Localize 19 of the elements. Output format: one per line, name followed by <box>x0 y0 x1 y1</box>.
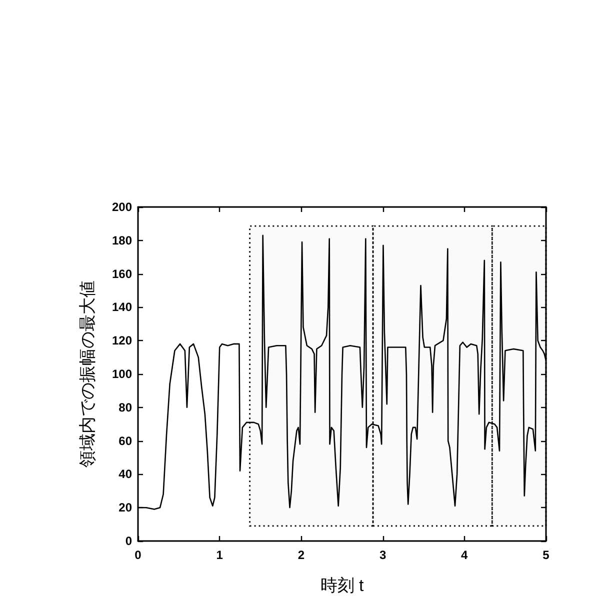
x-tick-label: 5 <box>542 548 550 562</box>
x-tick-label: 1 <box>216 548 224 562</box>
y-axis-title: 領域内での振幅の最大値 <box>78 280 97 468</box>
x-tick-label: 2 <box>298 548 305 562</box>
y-tick-label: 0 <box>125 534 132 548</box>
x-axis-title: 時刻 t <box>320 576 364 595</box>
y-tick-label: 140 <box>112 300 132 314</box>
y-tick-label: 100 <box>112 367 132 381</box>
y-tick-label: 200 <box>112 200 132 214</box>
x-tick-label: 0 <box>134 548 142 562</box>
y-tick-label: 80 <box>118 400 132 414</box>
y-tick-label: 40 <box>118 467 132 482</box>
y-tick-label: 120 <box>112 334 132 348</box>
x-tick-label: 3 <box>379 548 386 562</box>
y-tick-label: 180 <box>112 233 132 248</box>
y-tick-label: 20 <box>118 500 132 515</box>
y-tick-label: 160 <box>112 266 132 281</box>
y-tick-label: 60 <box>118 434 132 448</box>
x-tick-label: 4 <box>461 548 468 562</box>
